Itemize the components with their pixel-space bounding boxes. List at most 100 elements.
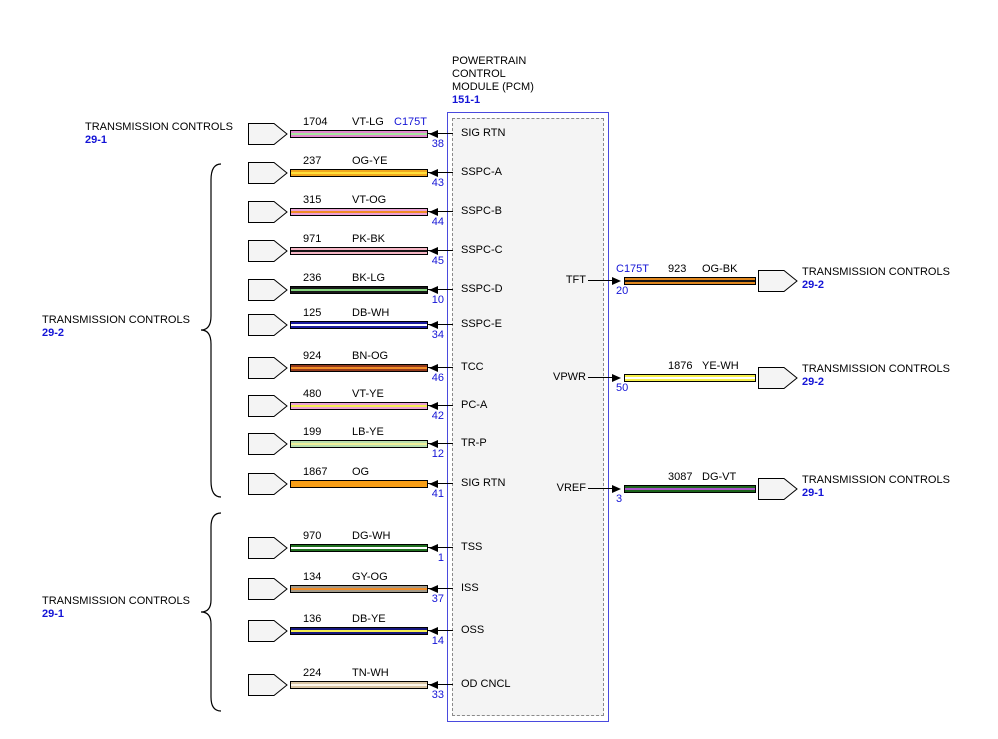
connector-symbol	[248, 201, 288, 223]
group-label-text: TRANSMISSION CONTROLS	[85, 121, 233, 133]
connector-symbol	[248, 162, 288, 184]
wire-segment	[624, 374, 756, 382]
wire-color-code: PK-BK	[352, 233, 386, 245]
destination-label: TRANSMISSION CONTROLS	[802, 266, 950, 278]
connector-symbol	[248, 240, 288, 262]
wire-segment	[290, 402, 428, 410]
arrowhead-icon	[429, 321, 438, 329]
pin-number: 37	[431, 593, 444, 605]
pcm-pin-label: SIG RTN	[461, 127, 506, 139]
connector-symbol	[248, 314, 288, 336]
circuit-number: 3087	[668, 471, 693, 483]
wire-color-code: BN-OG	[352, 350, 389, 362]
circuit-number: 480	[303, 388, 322, 400]
wire-segment	[624, 485, 756, 493]
wire-link-line	[428, 367, 453, 368]
pcm-pin-label: VPWR	[553, 371, 586, 383]
pin-number: 46	[431, 372, 444, 384]
connector-symbol	[758, 478, 798, 500]
pin-number: 44	[431, 216, 444, 228]
pin-number: 43	[431, 177, 444, 189]
pcm-pin-label: VREF	[556, 482, 586, 494]
wire-link-line	[588, 488, 614, 489]
circuit-number: 971	[303, 233, 322, 245]
connector-symbol	[248, 123, 288, 145]
pcm-pin-label: SSPC-D	[461, 283, 503, 295]
arrowhead-icon	[429, 544, 438, 552]
pcm-pin-label: SIG RTN	[461, 477, 506, 489]
wire-segment	[290, 627, 428, 635]
connector-symbol	[248, 395, 288, 417]
wire-link-line	[428, 289, 453, 290]
pin-number: 14	[431, 635, 444, 647]
wire-color-code: VT-LG	[352, 116, 384, 128]
circuit-number: 970	[303, 530, 322, 542]
wire-link-line	[428, 483, 453, 484]
pin-number: 41	[431, 488, 444, 500]
wire-segment	[624, 277, 756, 285]
wire-link-line	[428, 133, 453, 134]
pcm-pin-label: TFT	[565, 274, 586, 286]
pin-number: 20	[616, 285, 629, 297]
pcm-module-box	[447, 112, 609, 722]
wire-link-line	[428, 630, 453, 631]
wire-segment	[290, 681, 428, 689]
group-label-text: TRANSMISSION CONTROLS	[42, 595, 190, 607]
arrowhead-icon	[429, 585, 438, 593]
wire-segment	[290, 286, 428, 294]
wire-color-code: DB-WH	[352, 307, 390, 319]
pcm-module-dashed-area	[452, 118, 604, 716]
wire-color-code: OG-YE	[352, 155, 388, 167]
pcm-page-ref: 151-1	[452, 94, 481, 106]
circuit-number: 923	[668, 263, 687, 275]
connector-symbol	[248, 357, 288, 379]
wire-color-code: LB-YE	[352, 426, 384, 438]
wire-segment	[290, 247, 428, 255]
group-label-text: TRANSMISSION CONTROLS	[42, 314, 190, 326]
pin-number: 33	[431, 689, 444, 701]
wire-color-code: DB-YE	[352, 613, 386, 625]
wire-segment	[290, 169, 428, 177]
wire-color-code: DG-WH	[352, 530, 391, 542]
wire-color-code: BK-LG	[352, 272, 386, 284]
arrowhead-icon	[612, 277, 621, 285]
wire-color-code: VT-OG	[352, 194, 387, 206]
arrowhead-icon	[429, 627, 438, 635]
destination-label: TRANSMISSION CONTROLS	[802, 363, 950, 375]
arrowhead-icon	[612, 485, 621, 493]
arrowhead-icon	[429, 364, 438, 372]
pin-number: 42	[431, 410, 444, 422]
pin-number: 1	[437, 552, 444, 564]
circuit-number: 224	[303, 667, 322, 679]
arrowhead-icon	[612, 374, 621, 382]
pin-number: 38	[431, 138, 444, 150]
circuit-number: 134	[303, 571, 322, 583]
wire-link-line	[428, 588, 453, 589]
arrowhead-icon	[429, 402, 438, 410]
destination-label: TRANSMISSION CONTROLS	[802, 474, 950, 486]
pin-number: 12	[431, 448, 444, 460]
pcm-title: POWERTRAIN CONTROL MODULE (PCM) 151-1	[452, 55, 534, 107]
connector-symbol	[248, 537, 288, 559]
wire-segment	[290, 321, 428, 329]
group-label: TRANSMISSION CONTROLS 29-1	[85, 121, 233, 147]
wire-link-line	[588, 377, 614, 378]
wire-segment	[290, 130, 428, 138]
wire-segment	[290, 480, 428, 488]
wire-link-line	[428, 172, 453, 173]
wire-link-line	[428, 250, 453, 251]
wire-segment	[290, 544, 428, 552]
group-page-ref: 29-1	[42, 608, 65, 620]
wire-color-code: OG-BK	[702, 263, 738, 275]
pin-number: 50	[616, 382, 629, 394]
wire-color-code: TN-WH	[352, 667, 389, 679]
pcm-title-line: MODULE (PCM)	[452, 81, 534, 93]
wire-color-code: GY-OG	[352, 571, 388, 583]
pin-number: 3	[616, 493, 623, 505]
circuit-number: 199	[303, 426, 322, 438]
connector-symbol	[248, 279, 288, 301]
circuit-number: 924	[303, 350, 322, 362]
circuit-number: 315	[303, 194, 322, 206]
pcm-title-line: CONTROL	[452, 68, 506, 80]
